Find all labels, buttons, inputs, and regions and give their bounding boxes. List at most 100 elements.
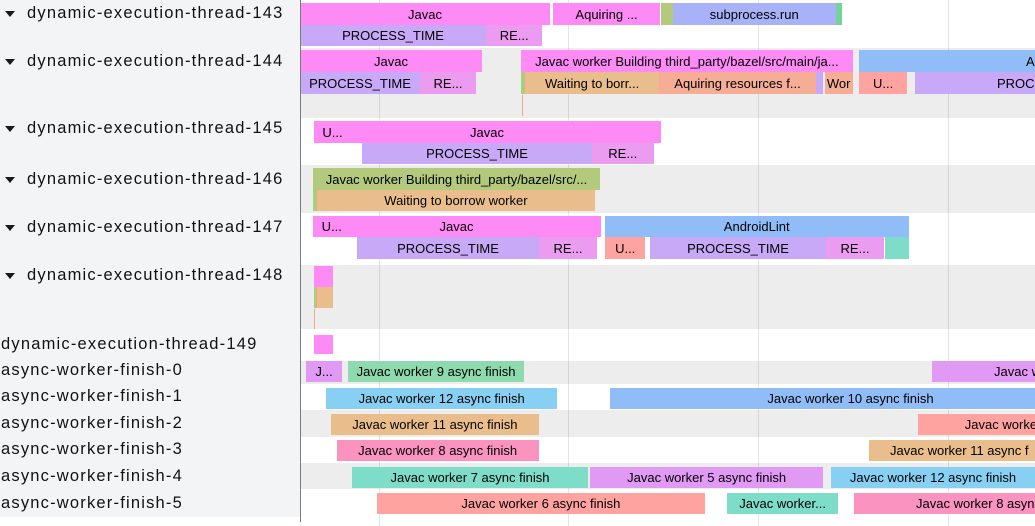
slice[interactable]: [539, 237, 597, 259]
chevron-down-icon[interactable]: [5, 59, 15, 65]
track-name-row[interactable]: dynamic-execution-thread-145: [0, 116, 300, 142]
slice[interactable]: [525, 72, 659, 94]
slice[interactable]: [853, 493, 1035, 514]
slice-label: Javac: [408, 6, 442, 22]
slice[interactable]: [553, 3, 660, 25]
track-name-panel: dynamic-execution-thread-143 dynamic-exec…: [0, 0, 300, 517]
slice[interactable]: [610, 387, 1035, 409]
track-name-row[interactable]: dynamic-execution-thread-143: [0, 1, 300, 27]
slice[interactable]: [316, 190, 317, 211]
slice[interactable]: [917, 414, 1035, 435]
slice[interactable]: [486, 25, 543, 46]
slice-label: RE...: [499, 28, 529, 43]
slice[interactable]: [836, 3, 843, 25]
slice[interactable]: [314, 287, 317, 308]
slice-label: PROCESS_TIME: [997, 75, 1035, 91]
slice[interactable]: [313, 121, 661, 143]
slice[interactable]: [592, 143, 654, 164]
slice[interactable]: [605, 237, 646, 259]
track-name-row[interactable]: dynamic-execution-thread-144: [0, 49, 300, 75]
slice[interactable]: [726, 493, 839, 514]
slice[interactable]: [314, 266, 333, 287]
slice[interactable]: [313, 190, 316, 211]
slice-label: AndroidLint: [1026, 53, 1035, 69]
track-name-row[interactable]: async-worker-finish-2: [0, 411, 300, 437]
slice-label: U...: [321, 219, 342, 234]
slice[interactable]: [826, 237, 884, 259]
slice-label: Javac worker 11 async f: [890, 443, 1029, 458]
slice-label: Javac worke: [964, 417, 1035, 432]
slice[interactable]: [362, 143, 592, 164]
slice[interactable]: [858, 72, 908, 94]
slice-label: U...: [322, 124, 343, 140]
track-name-row[interactable]: dynamic-execution-thread-146: [0, 167, 300, 193]
slice[interactable]: [305, 361, 343, 382]
slice[interactable]: [521, 50, 853, 72]
slice[interactable]: [357, 237, 539, 259]
chevron-down-icon[interactable]: [5, 126, 15, 132]
slice[interactable]: [300, 72, 420, 94]
slice[interactable]: [604, 216, 909, 237]
panel-divider: [299, 0, 301, 522]
slice[interactable]: [858, 50, 1035, 72]
slice[interactable]: [524, 72, 526, 94]
track-name-row[interactable]: async-worker-finish-5: [0, 491, 300, 517]
track-name-row[interactable]: dynamic-execution-thread-149: [0, 332, 300, 358]
slice-label: Aquiring resources f...: [674, 75, 801, 91]
slice[interactable]: [313, 335, 333, 354]
slice[interactable]: [521, 94, 524, 116]
chevron-down-icon[interactable]: [5, 177, 15, 183]
chevron-down-icon[interactable]: [5, 273, 15, 279]
slice[interactable]: [914, 72, 1035, 94]
track-name-label: dynamic-execution-thread-148: [27, 266, 284, 284]
chevron-down-icon[interactable]: [5, 11, 15, 17]
slice[interactable]: [300, 25, 486, 46]
slice[interactable]: [326, 387, 557, 409]
slice[interactable]: [300, 50, 482, 72]
slice[interactable]: [589, 466, 824, 488]
slice[interactable]: [316, 287, 333, 308]
slice[interactable]: [300, 3, 550, 25]
slice[interactable]: [316, 190, 595, 211]
slice[interactable]: [313, 216, 601, 237]
slice[interactable]: [869, 440, 1035, 461]
slice[interactable]: [377, 493, 705, 514]
slice[interactable]: [816, 72, 823, 94]
track-name-label: async-worker-finish-5: [1, 494, 183, 512]
slice[interactable]: [650, 237, 826, 259]
track-name-row[interactable]: dynamic-execution-thread-148: [0, 263, 300, 289]
slice[interactable]: [824, 72, 853, 94]
track-name-row[interactable]: async-worker-finish-3: [0, 437, 300, 463]
time-gridline: [947, 0, 949, 526]
slice[interactable]: [521, 72, 524, 94]
track-name-label: async-worker-finish-3: [1, 440, 183, 458]
slice[interactable]: [661, 3, 673, 25]
track-name-label: async-worker-finish-4: [1, 467, 183, 485]
slice[interactable]: [931, 361, 1035, 382]
slice[interactable]: [336, 440, 539, 461]
slice-label: Javac worker...: [739, 496, 826, 511]
track-name-label: dynamic-execution-thread-149: [1, 335, 258, 353]
slice[interactable]: [885, 237, 909, 259]
track-name-label: async-worker-finish-0: [1, 361, 183, 379]
slice[interactable]: [831, 466, 1035, 488]
track-name-row[interactable]: async-worker-finish-0: [0, 358, 300, 384]
slice[interactable]: [673, 3, 836, 25]
slice[interactable]: [331, 414, 539, 435]
slice[interactable]: [313, 168, 600, 190]
track-name-row[interactable]: async-worker-finish-1: [0, 384, 300, 410]
track-name-row[interactable]: dynamic-execution-thread-147: [0, 215, 300, 241]
slice[interactable]: [659, 72, 816, 94]
slice-label: Javac: [470, 124, 504, 140]
slice-label: RE...: [608, 146, 638, 161]
slice[interactable]: [316, 287, 317, 308]
slice[interactable]: [420, 72, 476, 94]
track-name-row[interactable]: async-worker-finish-4: [0, 464, 300, 490]
slice[interactable]: [348, 361, 524, 382]
slice-label: Javac worker 9 async finish: [356, 364, 516, 379]
slice[interactable]: [352, 466, 588, 488]
chevron-down-icon[interactable]: [5, 225, 15, 231]
slice[interactable]: [313, 308, 316, 329]
slice-label: J...: [315, 364, 333, 379]
